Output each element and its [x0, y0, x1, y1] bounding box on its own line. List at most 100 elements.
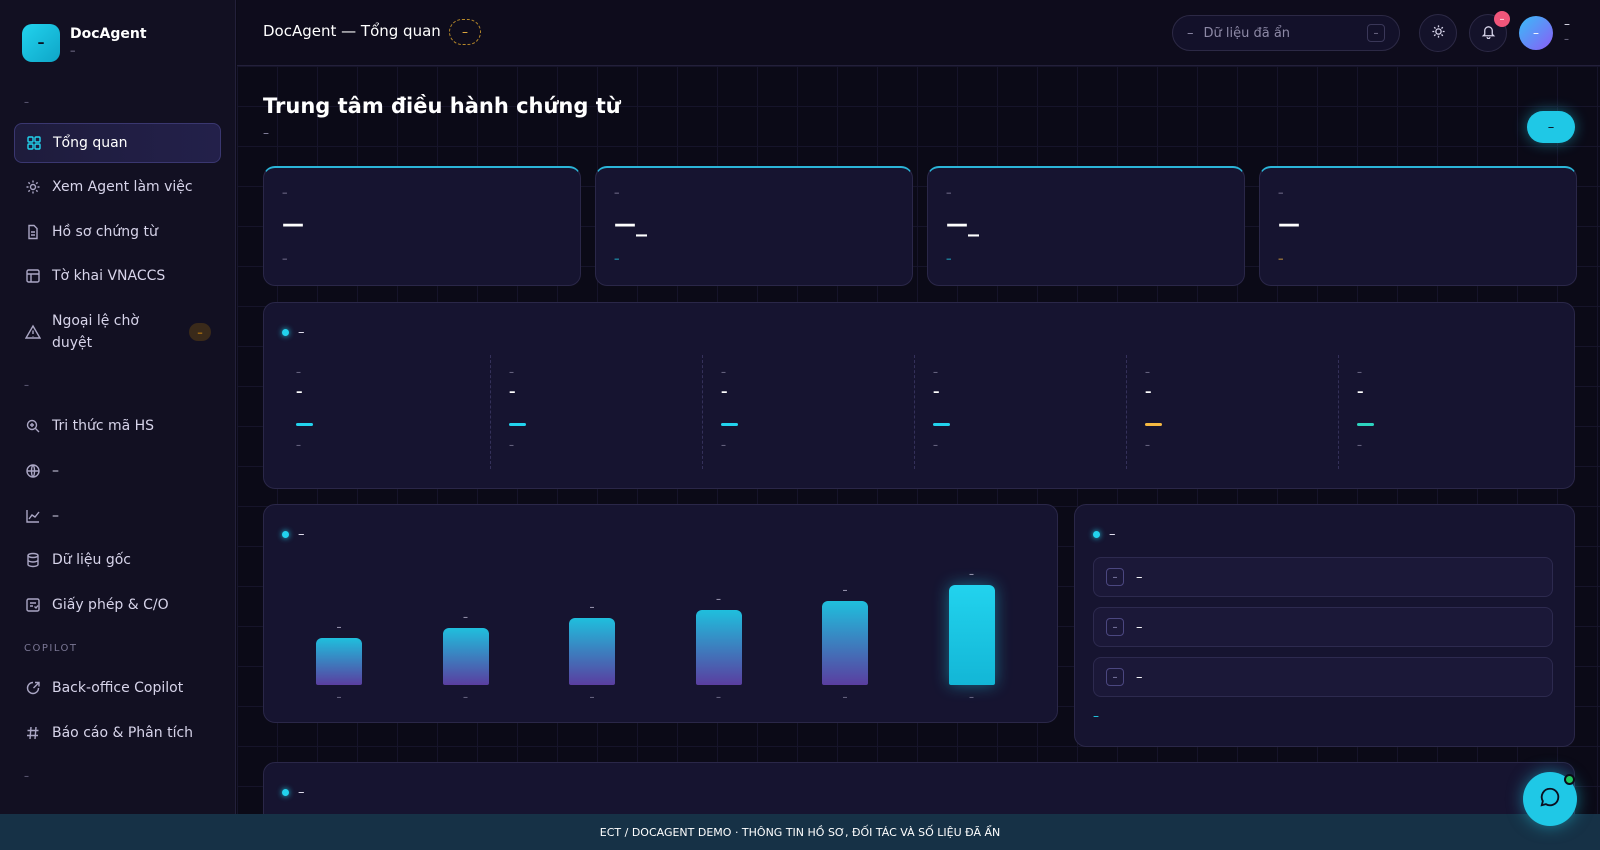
stat-card[interactable]: – — – [1259, 166, 1577, 286]
metric-value: – [933, 385, 940, 400]
brand[interactable]: – DocAgent – [22, 24, 147, 62]
warning-icon [25, 324, 41, 340]
sidebar-item-bao-cao[interactable]: Báo cáo & Phân tích [14, 713, 221, 753]
stat-card[interactable]: – —_ – [595, 166, 913, 286]
sidebar-item-label: – [52, 463, 59, 479]
sidebar-item-label: Giấy phép & C/O [52, 597, 169, 613]
sidebar-item-label: Xem Agent làm việc [52, 179, 193, 195]
sidebar-item-label: Dữ liệu gốc [52, 552, 131, 568]
sidebar-item-agent[interactable]: Xem Agent làm việc [14, 167, 221, 207]
sidebar-item-du-lieu-goc[interactable]: Dữ liệu gốc [14, 540, 221, 580]
pipeline-metric[interactable]: – – – [490, 355, 702, 469]
bar-value-label: – [969, 569, 974, 580]
bar-value-label: – [716, 594, 721, 605]
bar-mark[interactable] [442, 628, 489, 685]
alert-tag: – [1106, 618, 1124, 636]
sidebar-item-copilot[interactable]: Back-office Copilot [14, 668, 221, 708]
chat-button[interactable] [1523, 772, 1577, 826]
chat-bubble-icon [1539, 786, 1561, 812]
bar-value-label: – [842, 585, 848, 596]
metric-label: – [509, 367, 514, 378]
metric-value: – [509, 385, 516, 400]
sidebar-item-label: Báo cáo & Phân tích [52, 725, 194, 741]
bar-category-label: – [716, 692, 721, 703]
bar-mark[interactable] [948, 585, 995, 685]
pipeline-metric[interactable]: – – – [702, 355, 914, 469]
sidebar-item-tong-quan[interactable]: Tổng quan [14, 123, 221, 163]
bar-category-label: – [969, 692, 974, 703]
page-subtitle: – [263, 126, 269, 140]
alert-row[interactable]: – – [1093, 657, 1553, 697]
sidebar-item-ho-so[interactable]: Hồ sơ chứng từ [14, 212, 221, 252]
alert-tag: – [1106, 668, 1124, 686]
alert-text: – [1136, 669, 1143, 685]
alerts-panel: – – – – – – – – [1074, 504, 1575, 747]
metric-indicator [1145, 423, 1162, 426]
grid-icon [26, 135, 42, 151]
sidebar-section-label: – [24, 97, 31, 108]
panel-header: – [1093, 527, 1116, 542]
metric-foot: – [296, 440, 301, 451]
alert-row[interactable]: – – [1093, 607, 1553, 647]
topbar: DocAgent — Tổng quan – – Dữ liệu đã ẩn –… [237, 0, 1600, 66]
sidebar-item-ngoai-le[interactable]: Ngoại lệ chờ duyệt – [14, 304, 221, 360]
panel-title: – [298, 325, 305, 340]
status-dot-icon [1093, 531, 1100, 538]
license-icon [25, 597, 41, 613]
stat-value: — [282, 212, 304, 237]
globe-icon [25, 463, 41, 479]
metric-value: – [1357, 385, 1364, 400]
online-indicator [1564, 774, 1575, 785]
pipeline-metric[interactable]: – – – [278, 355, 490, 469]
sidebar: – DocAgent – – Tổng quan Xem Agent làm v… [0, 0, 236, 814]
status-dot-icon [282, 531, 289, 538]
alert-row[interactable]: – – [1093, 557, 1553, 597]
pipeline-metric[interactable]: – – – [1126, 355, 1338, 469]
bar-mark[interactable] [316, 638, 362, 685]
status-pill[interactable]: – [449, 19, 481, 45]
metric-label: – [721, 367, 726, 378]
stat-card[interactable]: – —_ – [927, 166, 1245, 286]
search-prefix: – [1187, 25, 1194, 41]
sidebar-item-globe[interactable]: – [14, 451, 221, 491]
notifications-button[interactable]: – [1469, 11, 1510, 52]
search-input[interactable]: – Dữ liệu đã ẩn – [1172, 15, 1400, 51]
bar-category-label: – [589, 692, 595, 703]
avatar[interactable]: – [1519, 16, 1553, 50]
panel-title: – [298, 527, 305, 542]
bar-mark[interactable] [822, 601, 868, 685]
alerts-view-all-link[interactable]: – [1093, 709, 1099, 723]
bottom-panel: – [263, 762, 1575, 814]
stat-value: — [1278, 212, 1300, 237]
alert-tag: – [1106, 568, 1124, 586]
user-meta[interactable]: – – [1564, 16, 1570, 48]
bar-mark[interactable] [695, 610, 742, 685]
stat-delta: – [1278, 252, 1284, 265]
search-doc-icon [25, 418, 41, 434]
sidebar-item-label: Tờ khai VNACCS [52, 268, 166, 284]
sidebar-item-trend[interactable]: – [14, 496, 221, 536]
metric-indicator [933, 423, 950, 426]
metric-foot: – [1357, 440, 1362, 451]
primary-action-button[interactable]: – [1527, 111, 1575, 143]
bar-category-label: – [463, 692, 468, 703]
pipeline-metric[interactable]: – – – [1338, 355, 1550, 469]
bar-mark[interactable] [569, 618, 615, 685]
stat-label: – [282, 186, 288, 199]
brand-subtitle: – [70, 44, 76, 57]
bar-chart: – – – – – – – – – – – – [264, 565, 1057, 725]
pipeline-metric[interactable]: – – – [914, 355, 1126, 469]
sidebar-item-vnaccs[interactable]: Tờ khai VNACCS [14, 256, 221, 296]
sidebar-item-label: Back-office Copilot [52, 680, 184, 696]
stat-delta: – [614, 252, 620, 265]
sidebar-item-hs[interactable]: Tri thức mã HS [14, 406, 221, 446]
hash-icon [25, 725, 41, 741]
alert-text: – [1136, 619, 1143, 635]
sidebar-item-giay-phep[interactable]: Giấy phép & C/O [14, 585, 221, 625]
theme-toggle-button[interactable] [1419, 14, 1457, 52]
pending-count-badge: – [189, 323, 211, 341]
sidebar-item-label: Tri thức mã HS [52, 418, 155, 434]
sidebar-section-label: – [24, 771, 31, 782]
sidebar-item-label: – [52, 508, 59, 524]
stat-card[interactable]: – — – [263, 166, 581, 286]
